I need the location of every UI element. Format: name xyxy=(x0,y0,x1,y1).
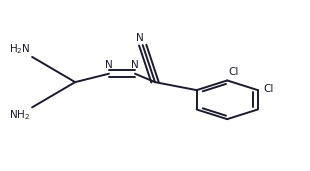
Text: N: N xyxy=(105,60,113,70)
Text: N: N xyxy=(131,60,139,70)
Text: NH$_2$: NH$_2$ xyxy=(9,108,31,122)
Text: Cl: Cl xyxy=(263,84,274,94)
Text: N: N xyxy=(136,33,144,43)
Text: Cl: Cl xyxy=(229,67,239,77)
Text: H$_2$N: H$_2$N xyxy=(9,42,31,56)
